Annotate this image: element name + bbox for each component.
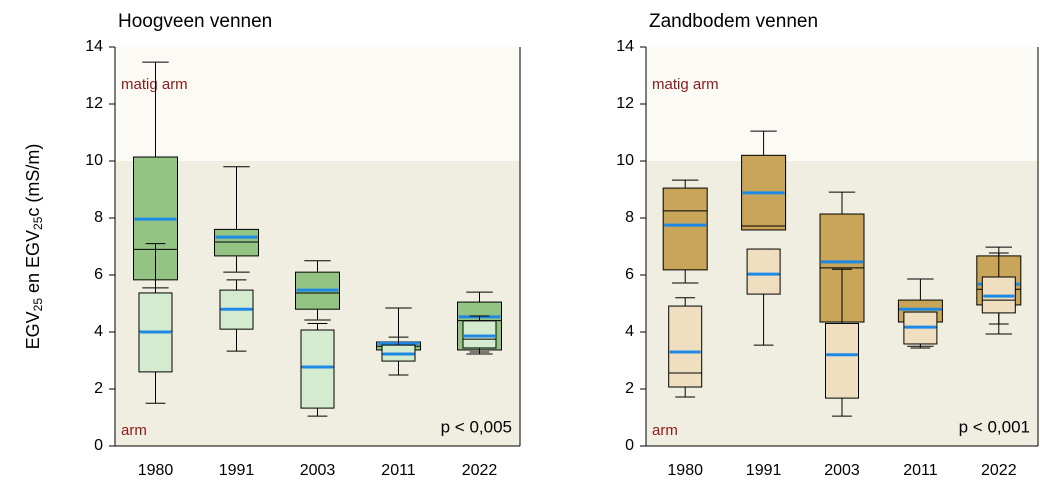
x-tick-label: 2022 xyxy=(462,462,498,479)
y-tick-label: 8 xyxy=(625,209,634,226)
y-tick-label: 12 xyxy=(85,95,103,112)
y-tick-label: 14 xyxy=(85,38,103,55)
box xyxy=(746,248,781,346)
y-axis-label-part: 25 xyxy=(31,298,45,312)
x-tick-label: 1991 xyxy=(219,462,255,479)
box xyxy=(219,279,254,352)
x-tick-label: 1980 xyxy=(667,462,703,479)
y-tick-label: 12 xyxy=(616,95,634,112)
box xyxy=(903,311,938,349)
x-tick-label: 2011 xyxy=(903,462,938,479)
y-tick-label: 0 xyxy=(625,437,634,454)
box xyxy=(138,243,173,404)
box-body xyxy=(214,228,259,257)
zone xyxy=(115,47,520,161)
y-tick-label: 6 xyxy=(625,266,634,283)
y-tick-label: 10 xyxy=(616,152,634,169)
x-tick-label: 2022 xyxy=(981,462,1017,479)
box xyxy=(381,336,416,376)
zone xyxy=(646,47,1038,161)
box-body xyxy=(825,322,859,399)
box xyxy=(462,315,497,353)
y-tick-label: 4 xyxy=(625,323,634,340)
y-tick-label: 8 xyxy=(94,209,103,226)
annotation: p < 0,005 xyxy=(441,417,512,436)
zone-label: matig arm xyxy=(652,76,719,93)
box-body xyxy=(662,187,708,271)
y-tick-label: 4 xyxy=(94,323,103,340)
y-tick-label: 0 xyxy=(94,437,103,454)
zone-label: arm xyxy=(652,422,678,439)
box-body xyxy=(746,248,781,295)
y-axis-label-part: c (mS/m) xyxy=(23,144,43,217)
x-tick-label: 1980 xyxy=(138,462,174,479)
y-tick-label: 2 xyxy=(625,380,634,397)
box xyxy=(981,252,1016,325)
y-tick-label: 6 xyxy=(94,266,103,283)
y-tick-label: 14 xyxy=(616,38,634,55)
x-tick-label: 1991 xyxy=(746,462,782,479)
box xyxy=(214,166,259,273)
chart-title: Zandbodem vennen xyxy=(649,11,818,32)
box xyxy=(825,268,859,417)
y-axis-label: EGV25 en EGV25c (mS/m) xyxy=(23,144,45,350)
box-body xyxy=(668,305,703,388)
x-tick-label: 2003 xyxy=(300,462,336,479)
box-body xyxy=(300,329,335,409)
zone-label: matig arm xyxy=(121,76,188,93)
chart-title: Hoogveen vennen xyxy=(118,11,272,32)
box xyxy=(300,322,335,417)
x-tick-label: 2003 xyxy=(824,462,860,479)
y-tick-label: 10 xyxy=(85,152,103,169)
y-axis-label-part: EGV xyxy=(23,311,43,349)
y-axis-label-part: en EGV xyxy=(23,230,43,298)
box-body xyxy=(462,320,497,349)
box xyxy=(662,179,708,284)
x-tick-label: 2011 xyxy=(381,462,416,479)
box xyxy=(741,130,787,231)
y-tick-label: 2 xyxy=(94,380,103,397)
y-axis-label-part: 25 xyxy=(31,216,45,230)
box xyxy=(295,260,340,321)
zone-label: arm xyxy=(121,422,147,439)
box xyxy=(668,297,703,398)
annotation: p < 0,001 xyxy=(959,417,1030,436)
